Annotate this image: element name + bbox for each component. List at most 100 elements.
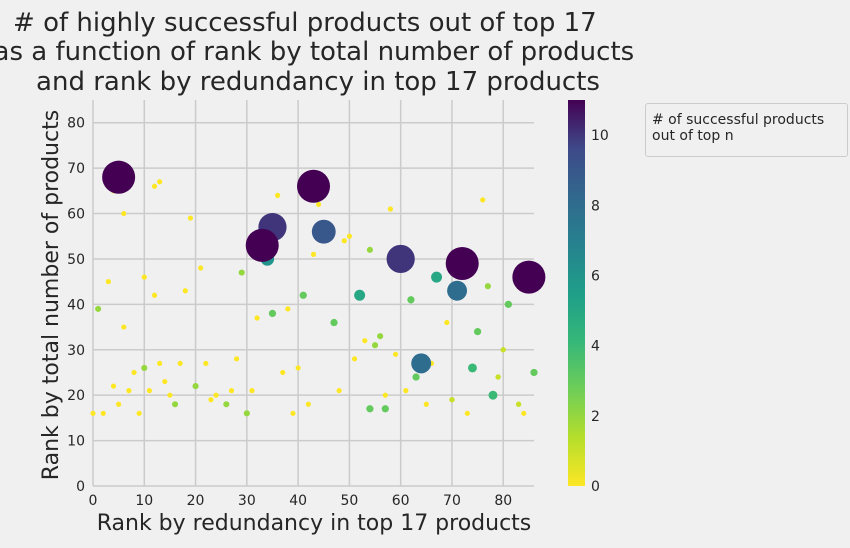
data-point <box>131 369 137 376</box>
chart-title-line: as a function of rank by total number of… <box>0 37 634 67</box>
data-point <box>366 246 373 253</box>
data-point <box>341 238 347 244</box>
x-tick-label: 60 <box>392 493 410 509</box>
y-tick-label: 10 <box>67 434 85 450</box>
data-point <box>90 410 96 416</box>
y-tick-label: 80 <box>67 116 85 132</box>
data-point <box>387 206 394 212</box>
data-point <box>515 401 522 407</box>
data-point <box>407 296 415 304</box>
data-point <box>102 160 136 194</box>
data-point <box>285 306 291 312</box>
data-point <box>488 390 498 400</box>
data-point <box>141 364 148 371</box>
data-point <box>480 197 486 203</box>
data-point <box>295 365 301 371</box>
data-point <box>95 305 102 312</box>
data-point <box>412 373 420 381</box>
data-point <box>141 274 147 280</box>
x-tick-label: 20 <box>187 493 205 509</box>
data-point <box>445 246 479 280</box>
data-point <box>171 401 179 408</box>
data-point <box>423 401 429 407</box>
data-point <box>386 244 415 274</box>
y-axis-ticks: 0 10 20 30 40 50 60 70 80 <box>67 116 85 495</box>
data-point <box>431 271 443 283</box>
colorbar-tick-label: 2 <box>591 409 600 425</box>
x-tick-label: 10 <box>135 493 153 509</box>
data-point <box>198 265 204 271</box>
legend-title: # of successful products out of top n <box>652 112 825 144</box>
data-point <box>110 383 117 389</box>
data-point <box>100 410 106 416</box>
data-point <box>254 315 260 321</box>
data-point <box>146 388 153 394</box>
data-point <box>192 383 199 390</box>
data-point <box>208 397 214 403</box>
colorbar <box>568 100 585 486</box>
data-point <box>162 378 168 385</box>
data-point <box>105 279 111 285</box>
data-point <box>249 388 255 394</box>
data-point <box>362 338 368 344</box>
data-point <box>504 300 512 308</box>
data-point <box>530 368 538 377</box>
colorbar-tick-label: 6 <box>591 268 600 284</box>
colorbar-tick-label: 8 <box>591 198 600 214</box>
data-point <box>228 388 235 394</box>
data-point <box>243 410 250 417</box>
data-point <box>495 374 501 380</box>
data-point <box>381 405 389 413</box>
data-point <box>512 260 546 294</box>
colorbar-ticks: 0 2 4 6 8 10 <box>591 128 609 495</box>
data-point <box>447 280 468 301</box>
data-point <box>464 410 470 416</box>
data-point <box>305 401 311 407</box>
colorbar-tick-label: 0 <box>591 479 600 495</box>
grid-lines <box>92 100 534 487</box>
data-point <box>371 342 379 349</box>
y-tick-label: 40 <box>67 297 85 313</box>
y-tick-label: 30 <box>67 343 85 359</box>
data-point <box>233 356 240 362</box>
chart-title-line: and rank by redundancy in top 17 product… <box>36 67 600 97</box>
y-tick-label: 20 <box>67 388 85 404</box>
data-point <box>245 228 279 262</box>
x-tick-label: 50 <box>340 493 358 509</box>
data-point <box>411 353 432 374</box>
data-point <box>346 233 352 239</box>
data-point <box>330 318 338 327</box>
data-point <box>177 360 183 366</box>
data-point <box>290 410 296 416</box>
data-point <box>310 251 317 257</box>
data-point <box>336 388 342 394</box>
data-point <box>449 397 455 403</box>
data-point <box>500 347 506 353</box>
data-point <box>223 401 230 408</box>
data-point <box>121 210 127 217</box>
colorbar-tick-label: 10 <box>591 128 609 144</box>
data-point <box>377 333 384 340</box>
data-point <box>299 291 307 299</box>
y-tick-label: 60 <box>67 207 85 223</box>
y-axis-label: Rank by total number of products <box>39 110 64 480</box>
data-point <box>238 269 245 276</box>
data-point <box>157 360 163 366</box>
data-points <box>90 160 546 417</box>
data-point <box>126 388 132 394</box>
data-point <box>311 219 336 244</box>
data-point <box>187 215 194 221</box>
legend: # of successful products out of top n <box>645 103 848 157</box>
x-tick-label: 30 <box>238 493 256 509</box>
data-point <box>151 292 158 298</box>
data-point <box>444 319 450 326</box>
data-point <box>213 392 219 398</box>
data-point <box>392 351 399 357</box>
y-tick-label: 70 <box>67 161 85 177</box>
colorbar-tick-label: 4 <box>591 339 600 355</box>
data-point <box>116 401 122 407</box>
data-point <box>280 369 286 376</box>
data-point <box>136 410 142 416</box>
